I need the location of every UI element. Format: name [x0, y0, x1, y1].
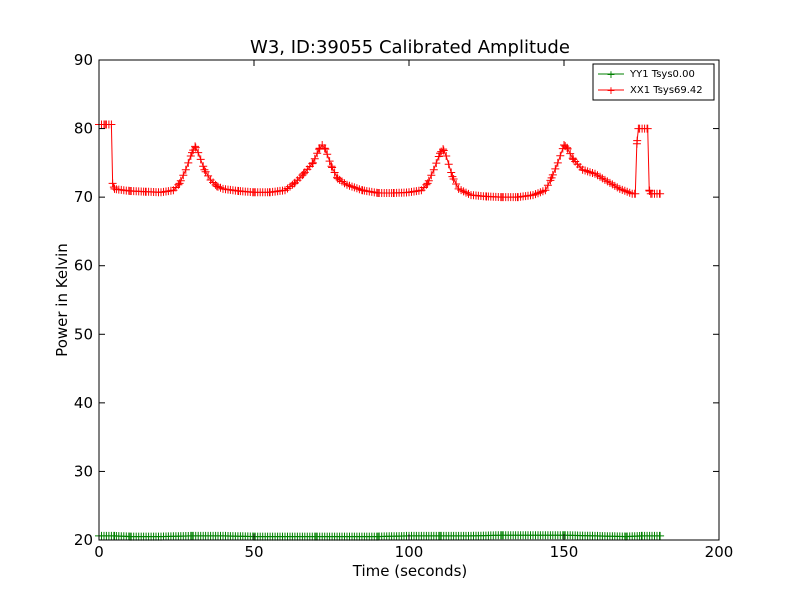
x-tick-label: 150 — [550, 543, 579, 561]
y-axis-label: Power in Kelvin — [53, 243, 71, 357]
y-tick-label: 70 — [74, 188, 93, 206]
legend: + YY1 Tsys0.00 + XX1 Tsys69.42 — [592, 63, 715, 101]
chart-title: W3, ID:39055 Calibrated Amplitude — [250, 37, 570, 58]
legend-box — [592, 63, 715, 101]
y-tick-label: 40 — [74, 394, 93, 412]
y-tick-label: 90 — [74, 51, 93, 69]
x-tick-label: 200 — [705, 543, 734, 561]
y-tick-label: 50 — [74, 325, 93, 343]
y-tick-label: 30 — [74, 462, 93, 480]
x-tick-label: 50 — [244, 543, 263, 561]
series-layer — [95, 120, 665, 541]
legend-marker-yy1: + — [606, 68, 615, 81]
x-tick-label: 100 — [395, 543, 424, 561]
y-tick-label: 60 — [74, 257, 93, 275]
x-axis-label: Time (seconds) — [352, 562, 468, 580]
legend-label-xx1: XX1 Tsys69.42 — [630, 85, 703, 96]
series-1 — [95, 120, 665, 202]
legend-marker-xx1: + — [606, 84, 615, 97]
ticks-layer: 0 50 100 150 200 20 30 40 50 60 70 80 90 — [74, 51, 733, 561]
legend-label-yy1: YY1 Tsys0.00 — [629, 69, 695, 80]
y-tick-label: 20 — [74, 531, 93, 549]
y-tick-label: 80 — [74, 120, 93, 138]
x-tick-label: 0 — [94, 543, 104, 561]
